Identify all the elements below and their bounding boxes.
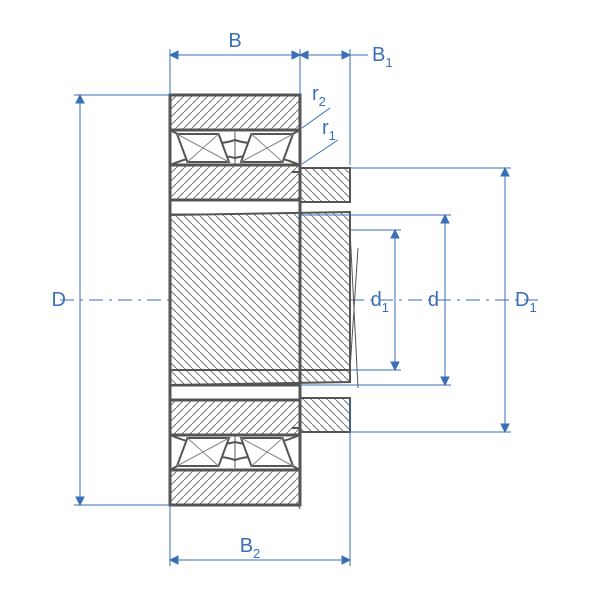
label-r2: r2 (312, 83, 326, 109)
label-D1: D1 (515, 289, 537, 315)
bearing-cross-section-diagram: B B1 B2 Dd1 d D1 r2 r1 (0, 0, 600, 600)
label-d1: d1 (371, 289, 389, 315)
label-B2: B2 (240, 535, 261, 561)
label-d: d (428, 289, 439, 311)
label-r1: r1 (322, 117, 336, 143)
label-D: D (52, 289, 66, 311)
label-B1: B1 (372, 44, 393, 70)
label-B: B (228, 30, 241, 52)
